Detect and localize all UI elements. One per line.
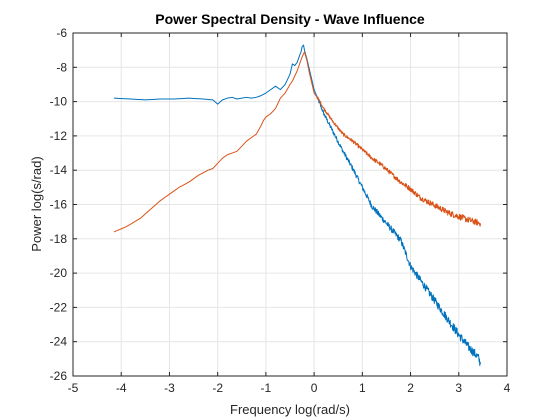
y-tick-label: -22: [50, 300, 68, 314]
y-tick-label: -8: [56, 60, 67, 74]
y-tick-label: -24: [50, 335, 68, 349]
x-tick-label: -2: [212, 381, 223, 395]
chart-title: Power Spectral Density - Wave Influence: [155, 11, 425, 27]
x-tick-label: -5: [68, 381, 79, 395]
y-tick-labels: -6 -8 -10 -12 -14 -16 -18 -20 -22 -24 -26: [50, 26, 68, 383]
x-tick-label: 2: [407, 381, 414, 395]
x-tick-label: -1: [261, 381, 272, 395]
x-tick-label: 3: [455, 381, 462, 395]
series-layer: [113, 44, 481, 366]
x-tick-label: 0: [311, 381, 318, 395]
y-tick-label: -12: [50, 129, 68, 143]
x-tick-label: 1: [359, 381, 366, 395]
tick-marks: [72, 32, 508, 377]
x-tick-label: -3: [164, 381, 175, 395]
x-axis-label: Frequency log(rad/s): [230, 402, 350, 417]
series-line-blue: [113, 44, 481, 366]
series-line-orange: [113, 51, 481, 233]
y-tick-label: -18: [50, 232, 68, 246]
y-tick-label: -26: [50, 369, 68, 383]
x-tick-label: -4: [116, 381, 127, 395]
y-tick-label: -10: [50, 95, 68, 109]
y-tick-label: -14: [50, 163, 68, 177]
y-axis-label: Power log(s/rad): [29, 156, 44, 251]
y-tick-label: -6: [56, 26, 67, 40]
x-tick-label: 4: [504, 381, 511, 395]
x-tick-labels: -5 -4 -3 -2 -1 0 1 2 3 4: [68, 381, 511, 395]
y-tick-label: -20: [50, 266, 68, 280]
y-tick-label: -16: [50, 198, 68, 212]
